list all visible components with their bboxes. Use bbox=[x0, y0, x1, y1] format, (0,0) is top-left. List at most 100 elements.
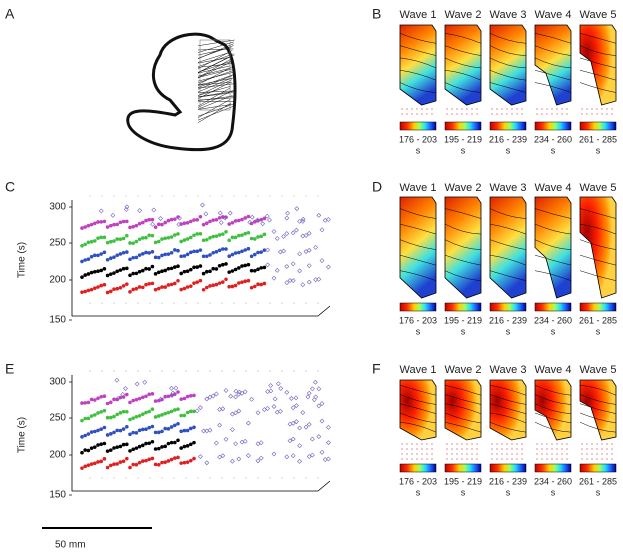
wave-point bbox=[192, 409, 196, 414]
grid-dot bbox=[317, 195, 319, 197]
electrode-dot bbox=[411, 443, 413, 445]
wave-point bbox=[179, 461, 183, 465]
activation-map bbox=[399, 24, 437, 106]
unassigned-point bbox=[297, 443, 303, 449]
grid-dot bbox=[281, 477, 283, 479]
electrode-dot bbox=[431, 448, 433, 450]
electrode-dot bbox=[541, 108, 543, 110]
electrode-dot bbox=[606, 448, 608, 450]
wave-point bbox=[134, 414, 139, 419]
electrode-dot bbox=[476, 443, 478, 445]
unassigned-point bbox=[264, 213, 270, 219]
wave-point bbox=[249, 285, 254, 290]
electrode-dot bbox=[426, 113, 428, 115]
wave-point bbox=[89, 414, 94, 418]
wave-point bbox=[217, 248, 222, 253]
grid-dot bbox=[257, 477, 259, 479]
isochrone bbox=[444, 394, 482, 405]
isochrone bbox=[399, 33, 437, 44]
wave-point bbox=[80, 418, 84, 423]
grid-dot bbox=[137, 195, 139, 197]
wave-point bbox=[147, 217, 151, 222]
wave-point bbox=[192, 249, 196, 254]
wave-point bbox=[179, 254, 183, 259]
grid-dot bbox=[89, 477, 91, 479]
electrode-dot bbox=[541, 458, 543, 460]
colorbar-unit: s bbox=[596, 145, 601, 155]
grid-dot bbox=[185, 195, 187, 197]
electrode-dot bbox=[536, 443, 538, 445]
electrode-dot bbox=[601, 108, 603, 110]
unassigned-point bbox=[303, 249, 309, 254]
activation-map bbox=[579, 379, 617, 441]
unassigned-point bbox=[134, 381, 140, 387]
wave-point bbox=[249, 221, 254, 226]
isochrone bbox=[579, 270, 617, 281]
wave-point bbox=[230, 269, 235, 273]
y-tick-label: 150 bbox=[49, 315, 66, 326]
electrode-dot bbox=[506, 453, 508, 455]
wave-point bbox=[83, 289, 87, 294]
wave-point bbox=[147, 425, 151, 430]
grid-dot bbox=[113, 302, 115, 304]
wave-point bbox=[189, 250, 193, 255]
unassigned-point bbox=[300, 282, 306, 288]
fiber bbox=[197, 56, 231, 64]
wave-point bbox=[176, 278, 180, 283]
wave-point bbox=[256, 235, 260, 239]
colorbar bbox=[489, 302, 527, 312]
y-axis-label: Time (s) bbox=[17, 417, 28, 453]
wave-point bbox=[153, 225, 158, 229]
electrode-dot bbox=[491, 448, 493, 450]
unassigned-point bbox=[173, 385, 179, 391]
wave-point bbox=[237, 281, 241, 285]
wave-point bbox=[115, 222, 119, 227]
electrode-array bbox=[199, 39, 231, 111]
wave-point bbox=[134, 271, 139, 276]
isochrone bbox=[444, 412, 482, 424]
wave-point bbox=[89, 270, 94, 275]
electrode-dot bbox=[466, 453, 468, 455]
wave-point bbox=[176, 407, 180, 411]
unassigned-point bbox=[233, 441, 239, 447]
unassigned-point bbox=[275, 381, 281, 387]
wave-point bbox=[99, 394, 103, 399]
grid-dot bbox=[209, 302, 211, 304]
fiber bbox=[197, 104, 232, 117]
wave-point bbox=[176, 215, 180, 219]
wave-point bbox=[150, 439, 155, 444]
unassigned-point bbox=[319, 418, 325, 424]
unassigned-point bbox=[290, 420, 296, 426]
panel-label: C bbox=[5, 179, 15, 195]
wave-point bbox=[246, 262, 251, 267]
wave-point bbox=[93, 398, 97, 402]
electrode-dot bbox=[416, 453, 418, 455]
electrode-dot bbox=[586, 108, 588, 110]
activation-map bbox=[489, 196, 527, 299]
panel-label: B bbox=[372, 6, 381, 22]
wave-point bbox=[121, 459, 126, 464]
isochrone bbox=[444, 254, 482, 266]
wave-point bbox=[112, 430, 116, 435]
y-axis-label: Time (s) bbox=[17, 242, 28, 278]
wave-point bbox=[166, 441, 171, 446]
wave-point bbox=[141, 395, 145, 400]
wave-point bbox=[233, 251, 238, 255]
electrode-dot bbox=[421, 453, 423, 455]
activation-map bbox=[444, 379, 482, 441]
wave-point bbox=[144, 410, 148, 415]
wave-point bbox=[150, 233, 155, 238]
activation-map bbox=[399, 379, 437, 441]
isochrone bbox=[534, 69, 572, 81]
wave-point bbox=[105, 449, 110, 453]
wave-point bbox=[195, 280, 199, 284]
unassigned-point bbox=[267, 217, 272, 223]
unassigned-point bbox=[306, 230, 312, 236]
wave-point bbox=[185, 237, 190, 241]
wave-point bbox=[179, 287, 183, 292]
wave-point bbox=[237, 233, 241, 238]
electrode-dot bbox=[561, 113, 563, 115]
wave-point bbox=[137, 285, 142, 289]
unassigned-point bbox=[293, 403, 299, 409]
wave-point bbox=[99, 442, 103, 446]
